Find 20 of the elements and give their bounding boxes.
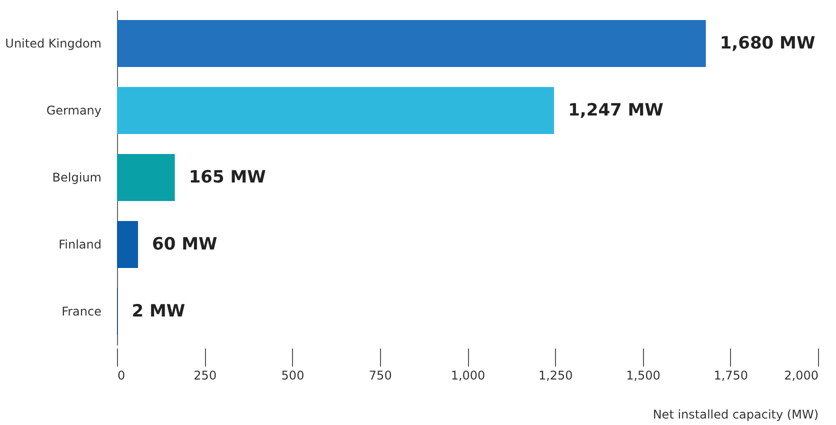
x-tick-label: 750 [368, 368, 392, 382]
data-label: 1,247 MW [568, 100, 664, 120]
x-tick-label: 500 [281, 368, 304, 382]
data-label: 2 MW [132, 302, 186, 322]
y-tick-label: Germany [46, 104, 102, 118]
y-tick-label: United Kingdom [5, 36, 102, 50]
x-tick-label: 0 [118, 368, 126, 382]
x-tick-label: 1,500 [626, 368, 660, 382]
data-label: 1,680 MW [720, 34, 816, 54]
y-tick-label: France [62, 304, 102, 318]
x-tick-label: 1,000 [450, 368, 486, 382]
x-tick-label: 1,250 [538, 368, 573, 382]
x-tick-label: 1,750 [714, 368, 748, 382]
x-tick-label: 2,000 [784, 368, 818, 382]
data-label: 165 MW [188, 168, 266, 188]
y-tick-label: Finland [58, 238, 102, 252]
x-tick-label: 250 [194, 368, 217, 382]
y-tick-label: Belgium [52, 170, 102, 184]
x-axis-title: Net installed capacity (MW) [652, 408, 818, 422]
data-label: 60 MW [152, 234, 218, 254]
